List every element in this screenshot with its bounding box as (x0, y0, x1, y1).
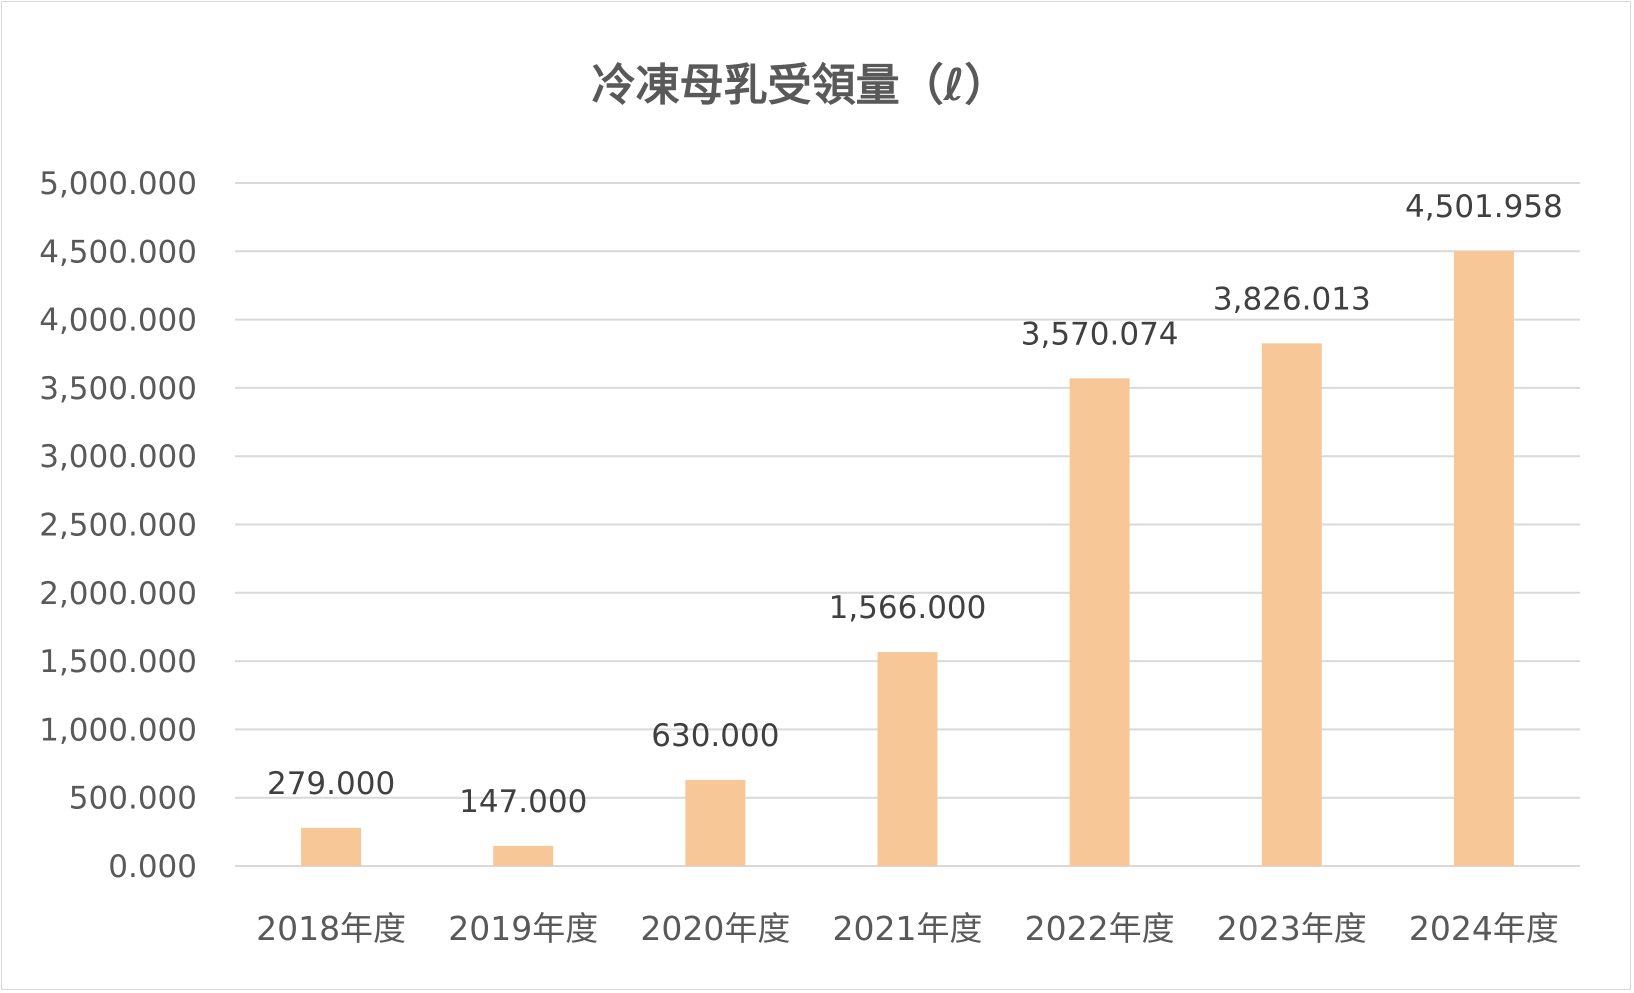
y-tick-label: 1,000.000 (39, 712, 197, 748)
y-tick-label: 3,500.000 (39, 371, 197, 407)
x-axis-category-labels: 2018年度 2019年度 2020年度 2021年度 2022年度 2023年度 2024… (256, 909, 1559, 948)
bars (301, 251, 1514, 866)
x-category-label: 2020年度 (640, 909, 790, 948)
bar (685, 779, 746, 866)
gridlines (235, 182, 1580, 867)
data-label: 1,566.000 (829, 590, 987, 626)
x-category-label: 2019年度 (448, 909, 598, 948)
chart-title: 冷凍母乳受領量（ℓ） (592, 60, 1009, 111)
y-tick-label: 2,500.000 (39, 508, 197, 544)
y-tick-label: 4,500.000 (39, 234, 197, 270)
data-label: 279.000 (267, 766, 395, 802)
bar (1453, 251, 1514, 866)
x-category-label: 2021年度 (833, 909, 983, 948)
y-tick-label: 3,000.000 (39, 439, 197, 475)
y-tick-label: 4,000.000 (39, 303, 197, 339)
y-axis-tick-labels: 0.000 500.000 1,000.000 1,500.000 2,000.000 2… (39, 166, 197, 885)
bar (1069, 378, 1130, 866)
y-tick-label: 1,500.000 (39, 644, 197, 680)
data-label: 3,826.013 (1213, 281, 1371, 317)
y-tick-label: 5,000.000 (39, 166, 197, 202)
data-labels: 279.000 147.000 630.000 1,566.000 3,570.074 3… (267, 189, 1563, 820)
x-category-label: 2023年度 (1217, 909, 1367, 948)
bar (877, 652, 938, 866)
x-category-label: 2018年度 (256, 909, 406, 948)
y-tick-label: 2,000.000 (39, 576, 197, 612)
data-label: 4,501.958 (1405, 189, 1563, 225)
data-label: 3,570.074 (1021, 316, 1179, 352)
bar (301, 827, 362, 866)
y-tick-label: 0.000 (108, 849, 197, 885)
x-category-label: 2022年度 (1025, 909, 1175, 948)
y-tick-label: 500.000 (69, 781, 197, 817)
bar (1261, 343, 1322, 866)
x-category-label: 2024年度 (1409, 909, 1559, 948)
bar (493, 845, 554, 866)
data-label: 147.000 (459, 784, 587, 820)
data-label: 630.000 (651, 718, 779, 754)
